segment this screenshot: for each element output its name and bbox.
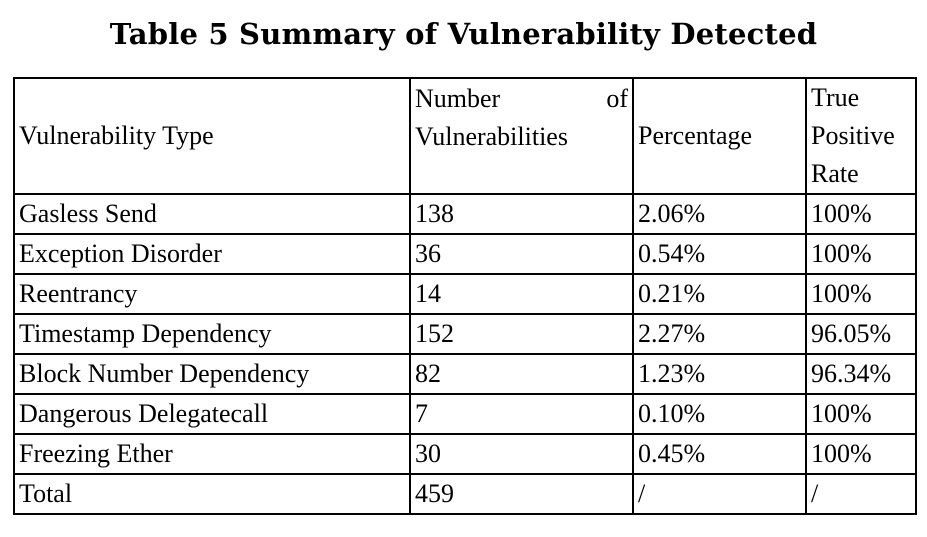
table-row: Block Number Dependency 82 1.23% 96.34% (13, 353, 917, 395)
header-percentage: Percentage (632, 77, 807, 195)
table-caption: Table 5 Summary of Vulnerability Detecte… (109, 17, 818, 51)
cell-type: Reentrancy (13, 273, 411, 315)
cell-tpr: 96.34% (805, 353, 917, 395)
cell-type: Total (13, 473, 411, 515)
cell-type: Dangerous Delegatecall (13, 393, 411, 435)
cell-tpr: 100% (805, 273, 917, 315)
table-row: Reentrancy 14 0.21% 100% (13, 273, 917, 315)
cell-number: 30 (409, 433, 634, 475)
cell-type: Block Number Dependency (13, 353, 411, 395)
cell-tpr: 100% (805, 393, 917, 435)
cell-tpr: / (805, 473, 917, 515)
cell-number: 36 (409, 233, 634, 275)
header-true-positive-rate: True Positive Rate (805, 77, 917, 195)
cell-number: 14 (409, 273, 634, 315)
cell-type: Freezing Ether (13, 433, 411, 475)
table-row: Dangerous Delegatecall 7 0.10% 100% (13, 393, 917, 435)
cell-tpr: 100% (805, 193, 917, 235)
cell-percentage: 2.06% (632, 193, 807, 235)
cell-number: 82 (409, 353, 634, 395)
table-row: Gasless Send 138 2.06% 100% (13, 193, 917, 235)
cell-type: Exception Disorder (13, 233, 411, 275)
cell-percentage: 1.23% (632, 353, 807, 395)
header-vulnerability-type: Vulnerability Type (13, 77, 411, 195)
cell-percentage: 0.54% (632, 233, 807, 275)
header-number-of-vulnerabilities: Number of Vulnerabilities (409, 77, 634, 195)
table-row: Timestamp Dependency 152 2.27% 96.05% (13, 313, 917, 355)
cell-percentage: / (632, 473, 807, 515)
cell-type: Timestamp Dependency (13, 313, 411, 355)
cell-percentage: 0.21% (632, 273, 807, 315)
cell-percentage: 0.10% (632, 393, 807, 435)
header-of-word: of (606, 84, 628, 113)
header-tpr-line3: Rate (811, 159, 859, 188)
cell-percentage: 2.27% (632, 313, 807, 355)
header-vulnerabilities-word: Vulnerabilities (415, 122, 568, 151)
cell-number: 138 (409, 193, 634, 235)
header-number-word: Number (415, 84, 501, 113)
cell-tpr: 100% (805, 233, 917, 275)
cell-number: 459 (409, 473, 634, 515)
cell-number: 152 (409, 313, 634, 355)
table-row: Freezing Ether 30 0.45% 100% (13, 433, 917, 475)
table-row-total: Total 459 / / (13, 473, 917, 515)
header-row: Vulnerability Type Number of Vulnerabili… (13, 77, 917, 195)
cell-number: 7 (409, 393, 634, 435)
cell-percentage: 0.45% (632, 433, 807, 475)
header-tpr-line2: Positive (811, 121, 895, 150)
vulnerability-table: Vulnerability Type Number of Vulnerabili… (13, 77, 917, 515)
cell-type: Gasless Send (13, 193, 411, 235)
header-tpr-line1: True (811, 83, 860, 112)
cell-tpr: 96.05% (805, 313, 917, 355)
cell-tpr: 100% (805, 433, 917, 475)
table-row: Exception Disorder 36 0.54% 100% (13, 233, 917, 275)
